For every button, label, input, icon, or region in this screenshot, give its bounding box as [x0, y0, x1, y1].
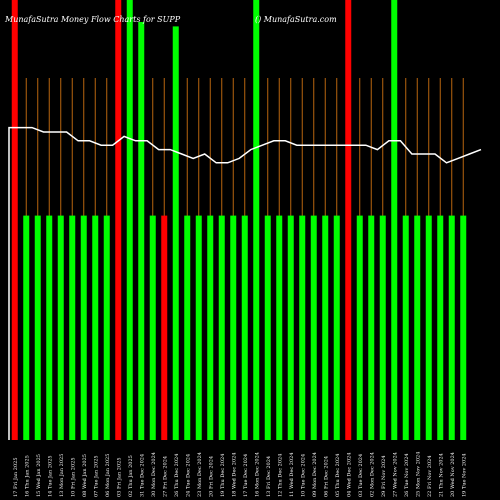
bar	[310, 215, 317, 440]
x-tick-label: 02 Thu Jan 2025	[128, 455, 134, 497]
x-tick-label: 26 Tue Nov 2024	[404, 453, 410, 497]
x-tick-label: 25 Mon Nov 2024	[415, 452, 421, 497]
bar	[402, 215, 409, 440]
x-tick-label: 13 Fri Dec 2024	[266, 456, 272, 497]
bar	[230, 215, 237, 440]
x-tick-label: 27 Fri Dec 2024	[162, 456, 168, 497]
bar	[218, 215, 225, 440]
x-tick-label: 12 Thu Dec 2024	[277, 454, 283, 497]
flow-line	[8, 126, 482, 440]
bar	[241, 215, 248, 440]
bar	[161, 215, 168, 440]
bar	[11, 0, 18, 440]
bars	[11, 0, 467, 441]
x-tick-label: 03 Fri Jan 2025	[116, 457, 122, 497]
bar	[379, 215, 386, 440]
bar	[57, 215, 64, 440]
bar	[414, 215, 421, 440]
x-tick-label: 22 Fri Nov 2024	[427, 455, 433, 497]
bar	[460, 215, 467, 440]
x-tick-label: 06 Mon Jan 2025	[105, 454, 111, 497]
bar	[80, 215, 87, 440]
x-tick-label: 04 Wed Dec 2024	[346, 452, 352, 497]
bar	[126, 0, 133, 440]
bar	[92, 215, 99, 440]
bar	[287, 215, 294, 440]
bar	[333, 215, 340, 440]
x-tick-label: 20 Fri Dec 2024	[208, 456, 214, 497]
x-tick-label: 29 Fri Nov 2024	[381, 455, 387, 497]
x-tick-label: 11 Wed Dec 2024	[289, 452, 295, 497]
x-tick-label: 03 Tue Dec 2024	[358, 454, 364, 497]
bar	[195, 215, 202, 440]
bar	[115, 0, 122, 440]
x-tick-label: 16 Thu Jan 2025	[24, 455, 30, 497]
x-tick-label: 19 Thu Dec 2024	[220, 454, 226, 497]
x-tick-labels: 17 Fri Jan 2025 16 Thu Jan 2025 15 Wed Jan…	[13, 452, 468, 497]
x-tick-label: 20 Wed Nov 2024	[450, 452, 456, 497]
x-tick-label: 24 Tue Dec 2024	[185, 454, 191, 497]
bar	[184, 215, 191, 440]
x-tick-label: 06 Fri Dec 2024	[323, 456, 329, 497]
x-tick-label: 05 Thu Dec 2024	[335, 454, 341, 497]
watermark: () MunafaSutra.com	[255, 15, 337, 24]
bar	[448, 215, 455, 440]
x-tick-label: 26 Thu Dec 2024	[174, 454, 180, 497]
x-tick-label: 10 Fri Jan 2025	[70, 457, 76, 497]
bar	[356, 215, 363, 440]
bar	[69, 215, 76, 440]
bar	[322, 215, 329, 440]
x-tick-label: 08 Wed Jan 2025	[82, 454, 88, 497]
x-tick-label: 19 Tue Nov 2024	[461, 453, 467, 497]
bar	[34, 215, 41, 440]
bar	[46, 215, 53, 440]
x-tick-label: 30 Mon Dec 2024	[151, 452, 157, 497]
x-tick-label: 14 Tue Jan 2025	[47, 455, 53, 497]
bar	[253, 0, 260, 440]
bar	[207, 215, 214, 440]
x-tick-label: 17 Fri Jan 2025	[13, 457, 19, 497]
x-tick-label: 10 Tue Dec 2024	[300, 454, 306, 497]
bar	[345, 0, 352, 440]
x-tick-label: 15 Wed Jan 2025	[36, 454, 42, 497]
bar	[138, 22, 145, 440]
x-tick-label: 27 Wed Nov 2024	[392, 452, 398, 497]
bar	[264, 215, 271, 440]
chart-title: MunafaSutra Money Flow Charts for SUPP	[4, 15, 181, 24]
bar	[149, 215, 156, 440]
bar	[23, 215, 30, 440]
bar	[299, 215, 306, 440]
flow-line-layer	[8, 126, 482, 440]
x-tick-label: 17 Tue Dec 2024	[243, 454, 249, 497]
bar	[391, 0, 398, 440]
x-tick-label: 07 Tue Jan 2025	[93, 455, 99, 497]
x-tick-label: 09 Mon Dec 2024	[312, 452, 318, 497]
x-tick-label: 21 Thu Nov 2024	[438, 453, 444, 497]
bar	[276, 215, 283, 440]
x-tick-label: 02 Mon Dec 2024	[369, 452, 375, 497]
x-tick-label: 31 Tue Dec 2024	[139, 454, 145, 497]
bar	[368, 215, 375, 440]
bar	[103, 215, 110, 440]
bar	[425, 215, 432, 440]
x-tick-label: 13 Mon Jan 2025	[59, 454, 65, 497]
bar	[172, 26, 179, 441]
bar	[437, 215, 444, 440]
x-tick-label: 18 Wed Dec 2024	[231, 452, 237, 497]
x-tick-label: 16 Mon Dec 2024	[254, 452, 260, 497]
x-tick-label: 23 Mon Dec 2024	[197, 452, 203, 497]
